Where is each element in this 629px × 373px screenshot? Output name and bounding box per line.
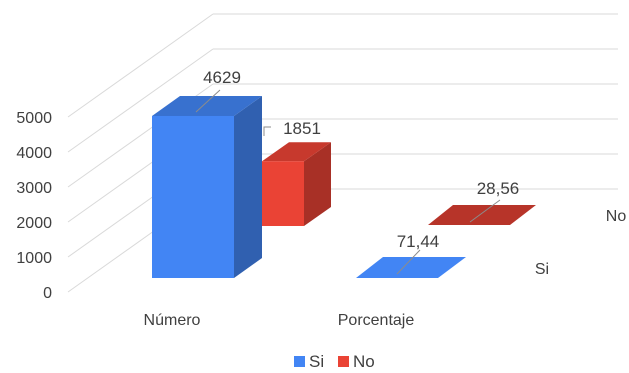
data-label-si-porcentaje: 71,44	[397, 232, 440, 251]
gridline-diagonal	[67, 48, 214, 153]
gridline-diagonal	[67, 13, 214, 118]
legend-label: No	[353, 352, 375, 371]
bar-si-numero	[152, 95, 262, 278]
leader-line	[469, 199, 501, 223]
depth-axis-labels: Si No	[535, 208, 626, 278]
y-tick-label: 0	[43, 285, 52, 302]
leader-line	[396, 249, 421, 275]
bars	[152, 95, 536, 278]
data-labels: 4629 1851 71,44 28,56	[195, 68, 520, 275]
leader-line	[263, 126, 271, 136]
y-tick-label: 2000	[16, 215, 52, 232]
legend-swatch	[294, 356, 305, 367]
data-label-no-numero: 1851	[283, 119, 321, 138]
bar-no-porcentaje	[428, 205, 536, 225]
y-tick-label: 1000	[16, 250, 52, 267]
x-axis-categories: Número Porcentaje	[144, 312, 415, 329]
depth-label-no: No	[606, 208, 627, 225]
bar-no-numero	[262, 142, 331, 226]
y-axis-ticks: 0 1000 2000 3000 4000 5000	[16, 110, 52, 302]
y-tick-label: 4000	[16, 145, 52, 162]
category-label: Porcentaje	[338, 312, 415, 329]
legend-item-no: No	[338, 352, 375, 371]
y-tick-label: 3000	[16, 180, 52, 197]
legend-label: Si	[309, 352, 324, 371]
y-tick-label: 5000	[16, 110, 52, 127]
data-label-si-numero: 4629	[203, 68, 241, 87]
data-label-no-porcentaje: 28,56	[477, 179, 520, 198]
gridlines	[67, 13, 618, 293]
category-label: Número	[144, 312, 201, 329]
leader-line	[195, 89, 221, 113]
legend: Si No	[294, 352, 375, 371]
bar-si-porcentaje	[356, 257, 466, 278]
depth-label-si: Si	[535, 261, 549, 278]
legend-swatch	[338, 356, 349, 367]
legend-item-si: Si	[294, 352, 324, 371]
